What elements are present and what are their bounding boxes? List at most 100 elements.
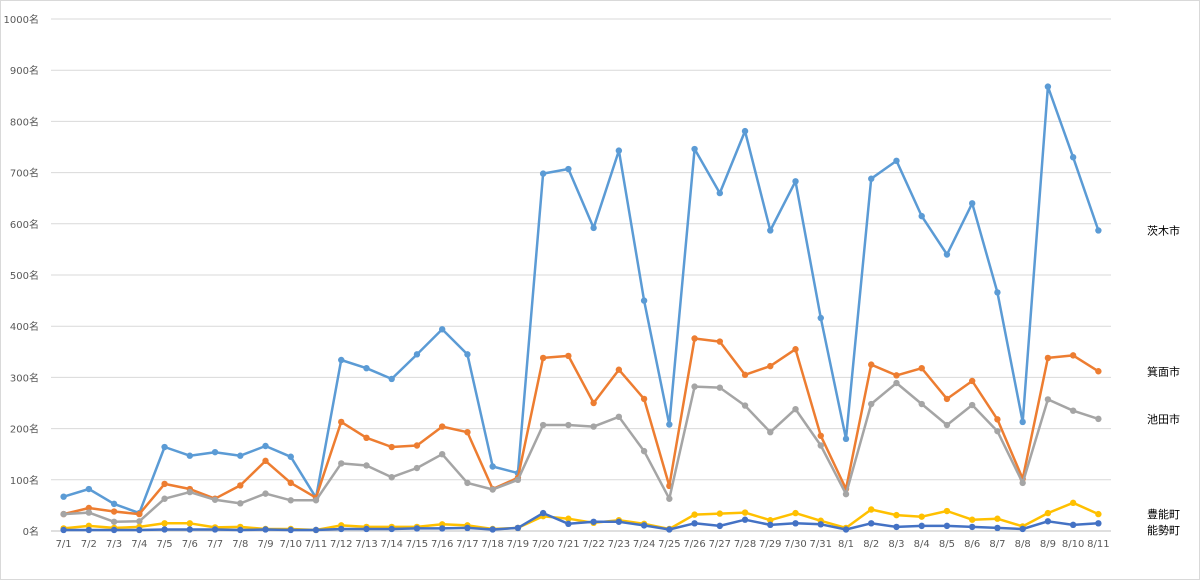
data-point xyxy=(1019,418,1026,426)
data-point xyxy=(1069,407,1077,414)
data-point xyxy=(388,443,395,451)
data-point xyxy=(161,443,168,451)
y-tick-label: 1000名 xyxy=(4,13,39,26)
data-point xyxy=(817,521,824,528)
data-point xyxy=(792,346,799,353)
data-point xyxy=(691,335,698,342)
data-point xyxy=(868,175,875,182)
data-point xyxy=(186,452,194,459)
y-tick-label: 500名 xyxy=(10,269,39,282)
data-point xyxy=(388,525,395,533)
series-line xyxy=(63,85,1100,515)
series-label: 能勢町 xyxy=(1147,523,1180,537)
x-tick-label: 7/12 xyxy=(330,539,352,550)
data-point xyxy=(438,423,446,430)
data-point xyxy=(60,526,67,534)
data-point xyxy=(413,442,421,449)
data-point xyxy=(842,526,850,533)
y-tick-label: 600名 xyxy=(10,218,39,231)
data-point xyxy=(767,517,774,524)
series-line xyxy=(63,501,1099,532)
data-point xyxy=(792,405,799,413)
series-箕面市 xyxy=(60,335,1102,518)
x-tick-label: 8/8 xyxy=(1015,539,1031,550)
data-point xyxy=(413,464,421,472)
data-point xyxy=(438,326,446,333)
data-point xyxy=(817,432,824,439)
data-point xyxy=(893,372,900,379)
data-point xyxy=(110,500,118,508)
x-tick-label: 7/2 xyxy=(81,539,97,550)
data-point xyxy=(943,522,951,530)
y-tick-label: 800名 xyxy=(10,115,39,128)
data-point xyxy=(968,401,976,409)
data-point xyxy=(994,427,1001,435)
data-point xyxy=(1069,352,1077,359)
x-tick-label: 7/9 xyxy=(257,539,273,550)
data-point xyxy=(489,526,496,533)
data-point xyxy=(893,511,900,519)
data-point xyxy=(161,495,168,502)
data-point xyxy=(565,352,572,360)
data-point xyxy=(489,486,496,493)
data-point xyxy=(237,452,244,459)
data-point xyxy=(968,200,976,207)
x-tick-label: 7/25 xyxy=(658,539,680,550)
data-point xyxy=(338,525,345,533)
x-tick-label: 7/17 xyxy=(456,539,478,550)
data-point xyxy=(539,509,547,517)
data-point xyxy=(565,165,572,173)
series-line xyxy=(63,511,1099,532)
data-point xyxy=(438,525,446,532)
data-point xyxy=(413,351,421,358)
data-point xyxy=(464,428,471,436)
x-tick-label: 7/15 xyxy=(406,539,428,550)
data-point xyxy=(691,511,698,518)
data-point xyxy=(565,520,572,528)
data-point xyxy=(363,525,370,533)
series-line xyxy=(63,381,1099,524)
series-label: 豊能町 xyxy=(1147,507,1180,521)
data-point xyxy=(85,504,93,512)
data-point xyxy=(943,395,951,403)
data-point xyxy=(464,524,471,532)
y-axis-ticks: 0名 100名 200名 300名 400名 500名 600名 700名 800名 900名 10… xyxy=(4,13,39,538)
data-point xyxy=(590,399,597,407)
data-point xyxy=(918,364,925,372)
data-point xyxy=(943,507,951,515)
x-tick-label: 7/6 xyxy=(182,539,198,550)
x-tick-label: 7/23 xyxy=(608,539,630,550)
data-point xyxy=(438,451,446,458)
data-point xyxy=(388,474,395,481)
data-point xyxy=(338,356,345,364)
data-point xyxy=(539,170,547,177)
data-point xyxy=(968,516,976,523)
data-point xyxy=(237,482,244,489)
data-point xyxy=(868,506,875,513)
x-tick-label: 8/6 xyxy=(964,539,980,550)
x-tick-label: 8/9 xyxy=(1040,539,1056,550)
data-point xyxy=(237,526,244,534)
data-point xyxy=(767,362,774,370)
y-tick-label: 400名 xyxy=(10,320,39,333)
data-point xyxy=(842,490,850,498)
data-point xyxy=(943,421,951,429)
data-point xyxy=(691,383,698,390)
data-point xyxy=(514,476,522,483)
data-point xyxy=(514,524,522,532)
data-point xyxy=(464,479,471,487)
data-point xyxy=(1044,509,1052,517)
data-point xyxy=(868,400,875,408)
data-point xyxy=(716,338,724,345)
x-tick-label: 7/4 xyxy=(131,539,147,550)
data-point xyxy=(792,509,799,517)
series-lines xyxy=(60,83,1102,534)
x-tick-label: 7/13 xyxy=(355,539,377,550)
series-label: 箕面市 xyxy=(1147,364,1180,378)
data-point xyxy=(136,518,143,525)
data-point xyxy=(110,526,118,534)
data-point xyxy=(1095,368,1102,375)
data-point xyxy=(994,416,1001,423)
data-point xyxy=(287,497,294,504)
x-tick-label: 7/10 xyxy=(280,539,302,550)
